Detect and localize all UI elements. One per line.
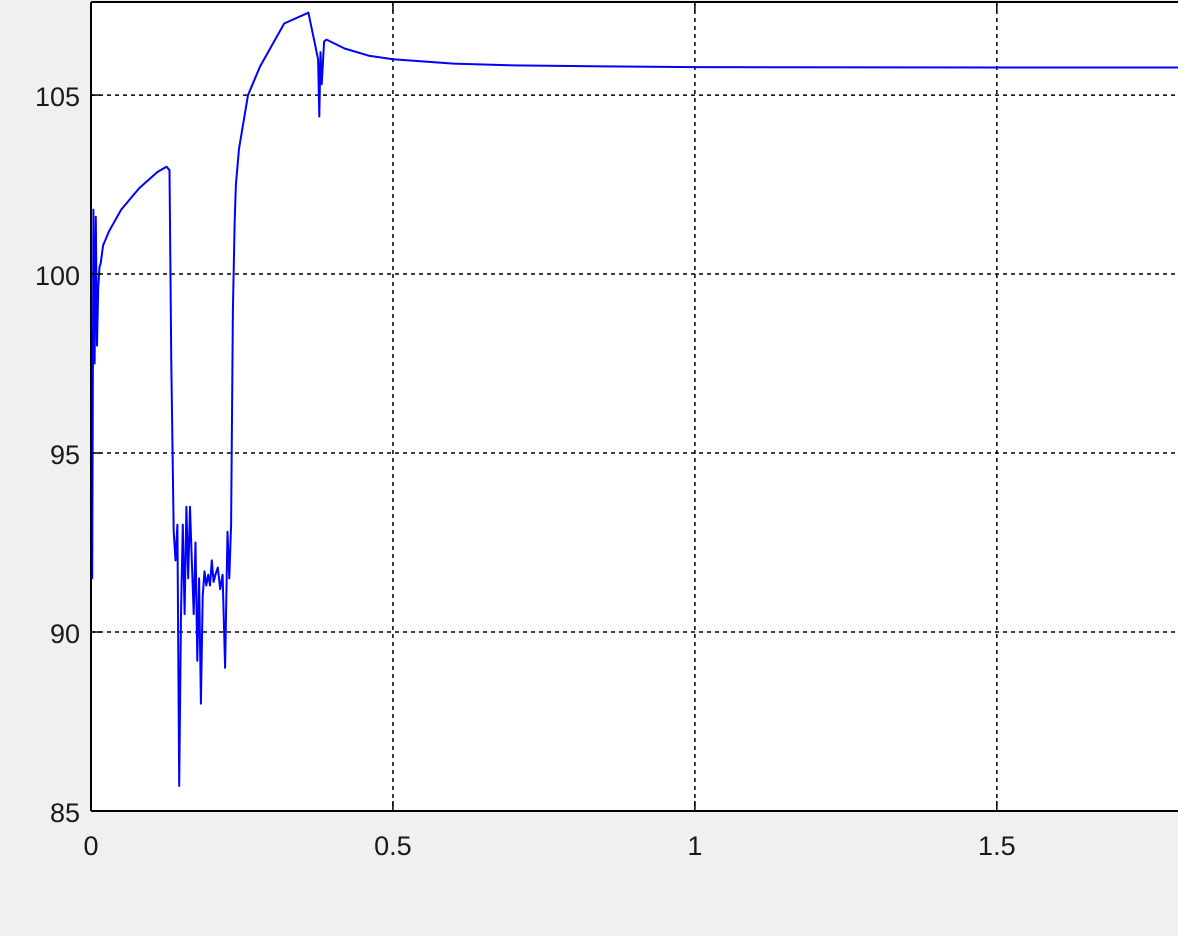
x-tick-label: 0.5 xyxy=(374,831,412,861)
line-series xyxy=(90,11,1178,787)
y-axis-ticks: 85 90 95 100 105 xyxy=(35,82,101,828)
y-tick-label: 85 xyxy=(50,798,80,828)
y-tick-label: 105 xyxy=(35,82,80,112)
series-line xyxy=(90,11,1178,787)
y-tick-label: 90 xyxy=(50,619,80,649)
x-axis-ticks: 0 0.5 1 1.5 xyxy=(83,2,1016,861)
y-tick-label: 95 xyxy=(50,440,80,470)
y-tick-label: 100 xyxy=(35,261,80,291)
x-tick-label: 1 xyxy=(687,831,702,861)
x-tick-label: 0 xyxy=(83,831,98,861)
plot-area xyxy=(91,2,1178,811)
x-tick-label: 1.5 xyxy=(978,831,1016,861)
grid-lines xyxy=(91,2,1178,811)
